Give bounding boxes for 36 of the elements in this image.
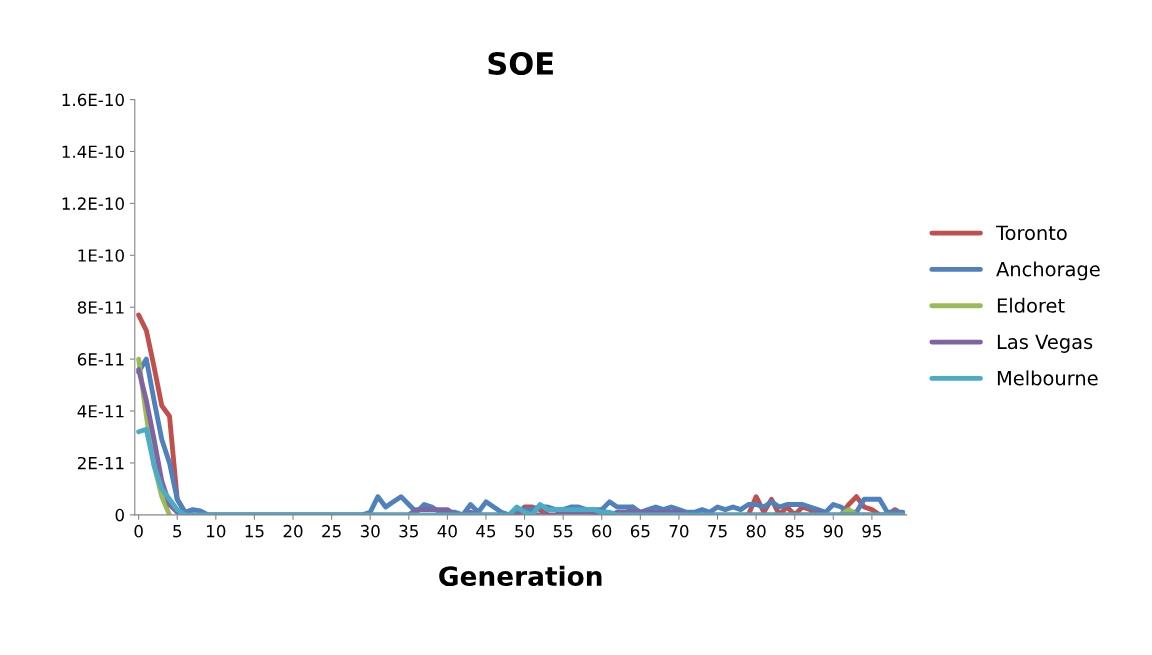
y-tick-label: 0 xyxy=(115,508,124,522)
x-tick-label: 65 xyxy=(630,524,650,538)
y-tick-label: 1.4E-10 xyxy=(62,145,124,159)
y-tick-label: 8E-11 xyxy=(77,301,124,314)
x-tick-label: 75 xyxy=(708,525,727,538)
legend-label: Melbourne xyxy=(997,370,1098,386)
x-tick-label: 80 xyxy=(746,524,766,538)
x-tick-label: 45 xyxy=(476,525,496,538)
x-tick-label: 70 xyxy=(669,524,689,538)
x-tick-label: 95 xyxy=(862,524,882,538)
y-tick-label: 1.6E-10 xyxy=(62,93,124,107)
y-tick-label: 1.2E-10 xyxy=(62,197,124,210)
x-tick-label: 10 xyxy=(207,524,226,538)
x-tick-label: 40 xyxy=(437,524,457,538)
y-tick-label: 2E-11 xyxy=(77,456,124,470)
x-axis-title: Generation xyxy=(439,565,602,587)
x-tick-label: 90 xyxy=(823,524,843,538)
x-tick-label: 60 xyxy=(592,524,612,538)
legend-label: Eldoret xyxy=(997,297,1065,313)
x-tick-label: 30 xyxy=(360,524,380,538)
y-tick-label: 6E-11 xyxy=(77,353,124,366)
legend-label: Anchorage xyxy=(996,261,1100,281)
legend-label: Toronto xyxy=(995,225,1067,241)
y-tick-label: 4E-11 xyxy=(77,405,124,418)
x-tick-label: 35 xyxy=(399,524,418,538)
x-tick-label: 20 xyxy=(283,524,303,538)
x-tick-label: 55 xyxy=(553,525,573,538)
x-tick-label: 50 xyxy=(515,524,535,538)
chart-title: SOE xyxy=(488,51,553,75)
x-tick-label: 0 xyxy=(134,524,143,538)
x-tick-label: 25 xyxy=(322,524,341,538)
x-tick-label: 5 xyxy=(173,525,182,538)
legend-label: Las Vegas xyxy=(997,334,1093,353)
x-tick-label: 85 xyxy=(785,524,804,538)
y-tick-label: 1E-10 xyxy=(78,249,124,262)
x-tick-label: 15 xyxy=(245,525,264,538)
